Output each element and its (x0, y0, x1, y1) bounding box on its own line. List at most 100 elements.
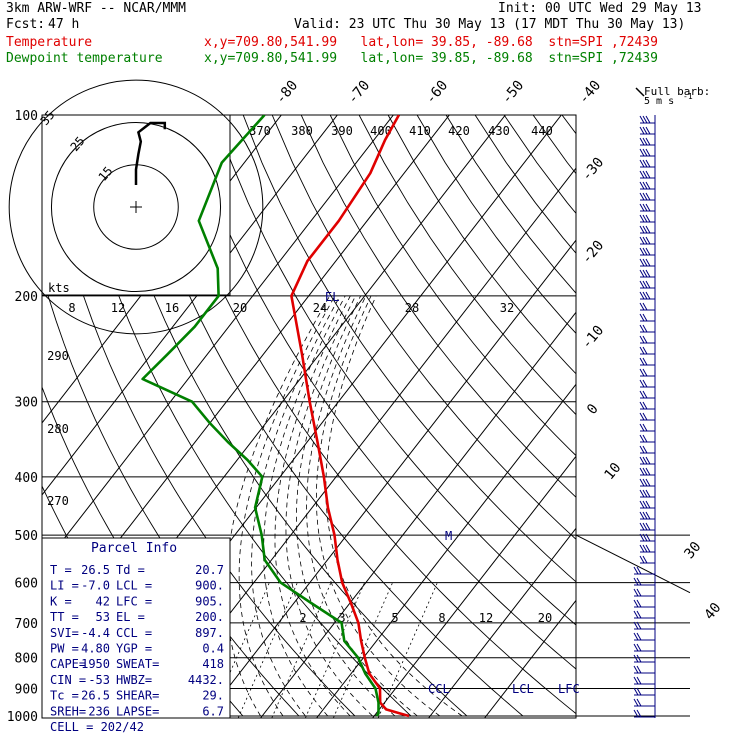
wind-barb-flag (645, 522, 651, 531)
wind-barb-flag (639, 544, 645, 553)
wind-barb-flag (639, 291, 645, 300)
wind-barb-flag (645, 236, 651, 245)
wind-barb-flag (639, 203, 645, 212)
wind-barb-flag (642, 324, 648, 333)
theta-e-label: 420 (448, 124, 470, 138)
isotherm-tick-label: -60 (423, 78, 452, 108)
parcel-index-label: LAPSE= (116, 704, 159, 718)
init-time: Init: 00 UTC Wed 29 May 13 (498, 1, 702, 16)
wind-barb (639, 269, 655, 278)
max-marker: M (445, 529, 452, 543)
wind-barb-flag (645, 137, 651, 146)
parcel-index-value: -7.0 (81, 579, 110, 593)
parcel-index-value: 20.7 (195, 563, 224, 577)
pressure-tick-label: 500 (15, 529, 38, 544)
wind-barb-flag (639, 489, 645, 498)
wind-barb-flag (639, 137, 645, 146)
pressure-tick-label: 600 (15, 577, 38, 592)
wind-barb-flag (645, 500, 651, 509)
dry-adiabat-line (329, 115, 576, 457)
wind-barb (639, 148, 655, 157)
wind-barb (639, 159, 655, 168)
wind-barb-flag (642, 126, 648, 135)
wind-barb-flag (642, 291, 648, 300)
wind-barb-flag (636, 577, 642, 586)
parcel-index-label: LCL = (116, 579, 152, 593)
hodograph-ring (8, 79, 264, 335)
parcel-index-label: CAPE= (50, 657, 86, 671)
wind-barb-flag (645, 544, 651, 553)
isotherm-line (204, 239, 576, 718)
wind-barb (639, 247, 655, 256)
wind-barb-flag (639, 115, 645, 124)
wind-barb-flag (639, 335, 645, 344)
pressure-tick-label: 1000 (7, 710, 38, 725)
parcel-index-value: 236 (88, 704, 110, 718)
parcel-index-label: K = (50, 594, 72, 608)
lcl-marker: LCL (512, 682, 534, 696)
wind-barb (639, 214, 655, 223)
hodograph-speed-label: 32 (500, 301, 514, 315)
wind-barb (633, 610, 655, 619)
parcel-index-label: CIN = (50, 673, 86, 687)
wind-barb-flag (636, 709, 642, 718)
barb-legend-symbol (635, 87, 645, 97)
theta-e-label: 380 (291, 124, 313, 138)
mixing-ratio-label: 12 (479, 611, 493, 625)
wind-barb-flag (633, 665, 639, 674)
wind-barb-flag (642, 269, 648, 278)
wind-barb-flag (645, 214, 651, 223)
parcel-cell-motion: CELL = 202/42 (50, 720, 144, 734)
wind-barb-flag (642, 500, 648, 509)
wind-barb-flag (645, 192, 651, 201)
dry-adiabat-line (358, 115, 576, 416)
wind-barb-flag (645, 170, 651, 179)
isotherm-tick-label: 30 (681, 539, 704, 562)
wind-barb-flag (639, 379, 645, 388)
pressure-tick-label: 700 (15, 617, 38, 632)
wind-barb-flag (645, 511, 651, 520)
parcel-index-label: T = (50, 563, 72, 577)
parcel-index-value: 26.5 (81, 563, 110, 577)
wind-barb-flag (633, 676, 639, 685)
wind-barb (633, 665, 655, 674)
isotherm-tick-label: -10 (579, 323, 608, 353)
wind-barb-flag (642, 148, 648, 157)
equilibrium-level-marker: EL (325, 290, 339, 304)
lfc-marker: LFC (558, 682, 580, 696)
wind-barb-flag (636, 610, 642, 619)
wind-barb (639, 236, 655, 245)
wind-barb-flag (639, 225, 645, 234)
wind-barb-flag (639, 412, 645, 421)
parcel-index-value: 26.5 (81, 689, 110, 703)
isotherm-tick-label: -80 (273, 78, 302, 108)
parcel-index-value: 4.80 (81, 642, 110, 656)
theta-e-label: 270 (47, 494, 69, 508)
wind-barb-flag (642, 313, 648, 322)
isotherm-tick-label: 0 (584, 401, 602, 418)
wind-barb-flag (636, 566, 642, 575)
moist-adiabat-line (285, 295, 373, 717)
wind-barb (639, 533, 655, 542)
parcel-index-value: 905. (195, 594, 224, 608)
pressure-tick-label: 200 (15, 290, 38, 305)
wind-barb (639, 511, 655, 520)
wind-barb-flag (636, 687, 642, 696)
wind-barb-flag (639, 401, 645, 410)
dry-adiabat-line (416, 115, 576, 335)
wind-barb (639, 423, 655, 432)
wind-barb-flag (636, 621, 642, 630)
forecast-hour-value: 47 h (48, 17, 80, 32)
hodograph-trace (134, 121, 167, 185)
pressure-tick-label: 300 (15, 396, 38, 411)
wind-barb-flag (642, 489, 648, 498)
wind-barb-flag (642, 280, 648, 289)
wind-barb-flag (642, 335, 648, 344)
isotherm-line (42, 115, 394, 568)
moist-adiabat-line (263, 295, 346, 717)
theta-e-label: 290 (47, 349, 69, 363)
wind-barb-flag (642, 192, 648, 201)
wind-barb-flag (645, 456, 651, 465)
theta-e-label: 430 (488, 124, 510, 138)
parcel-index-value: -53 (88, 673, 110, 687)
